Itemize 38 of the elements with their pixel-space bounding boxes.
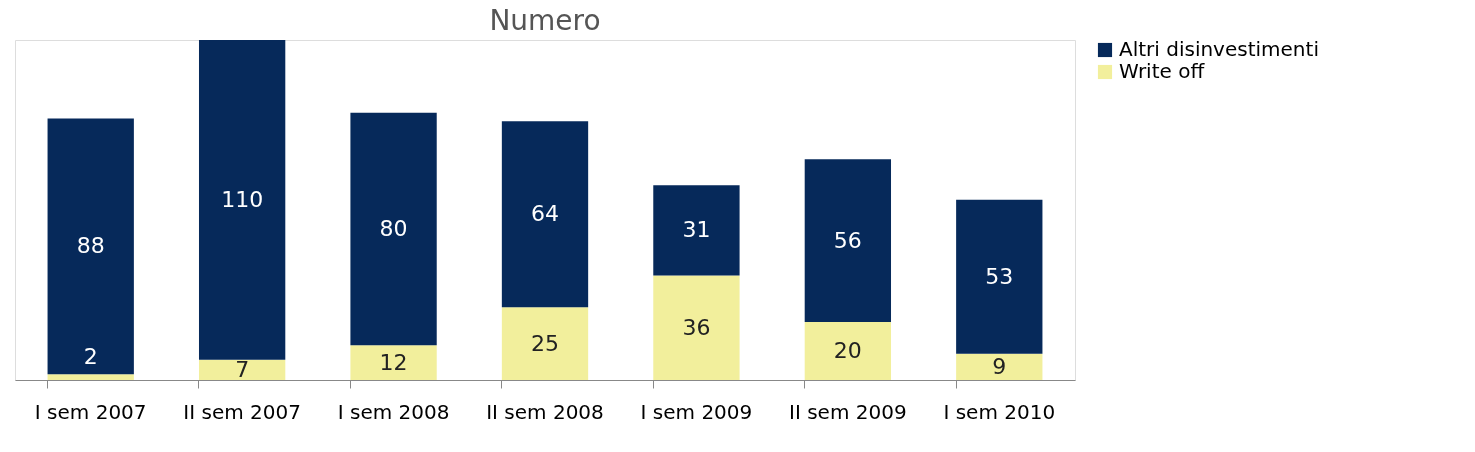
x-tick-label: II sem 2008 <box>486 399 604 424</box>
legend-label: Altri disinvestimenti <box>1119 37 1319 61</box>
data-label: 53 <box>985 263 1014 289</box>
bar <box>501 307 589 380</box>
bar <box>804 159 892 322</box>
x-tick-label: II sem 2007 <box>183 399 301 424</box>
x-tick-label: I sem 2007 <box>34 399 147 424</box>
chart-title: Numero <box>489 4 601 37</box>
bar <box>956 199 1043 354</box>
data-label: 80 <box>379 215 408 241</box>
data-label: 20 <box>833 337 862 363</box>
x-tick-label: I sem 2009 <box>640 399 753 424</box>
data-label: 36 <box>682 314 711 340</box>
bar <box>198 40 286 360</box>
data-label: 25 <box>531 330 559 356</box>
bar <box>350 112 437 346</box>
bar <box>47 374 134 380</box>
data-label: 12 <box>379 349 408 375</box>
bar <box>956 353 1043 380</box>
bar <box>198 359 286 380</box>
bar <box>501 121 589 308</box>
bar <box>653 185 740 276</box>
data-label: 64 <box>531 201 559 227</box>
legend-label: Write off <box>1119 59 1206 83</box>
data-label: 88 <box>76 233 105 259</box>
data-label: 7 <box>235 356 250 382</box>
data-label: 56 <box>833 227 862 253</box>
bar <box>653 275 740 380</box>
bar <box>350 345 437 380</box>
bar <box>47 118 134 375</box>
data-label: 31 <box>682 217 711 243</box>
data-label: 9 <box>992 353 1007 379</box>
x-tick-label: I sem 2008 <box>337 399 450 424</box>
x-tick-label: I sem 2010 <box>943 399 1056 424</box>
bar <box>804 321 892 380</box>
data-label: 110 <box>221 186 264 212</box>
x-tick-label: II sem 2009 <box>789 399 907 424</box>
data-label: 2 <box>83 344 98 370</box>
